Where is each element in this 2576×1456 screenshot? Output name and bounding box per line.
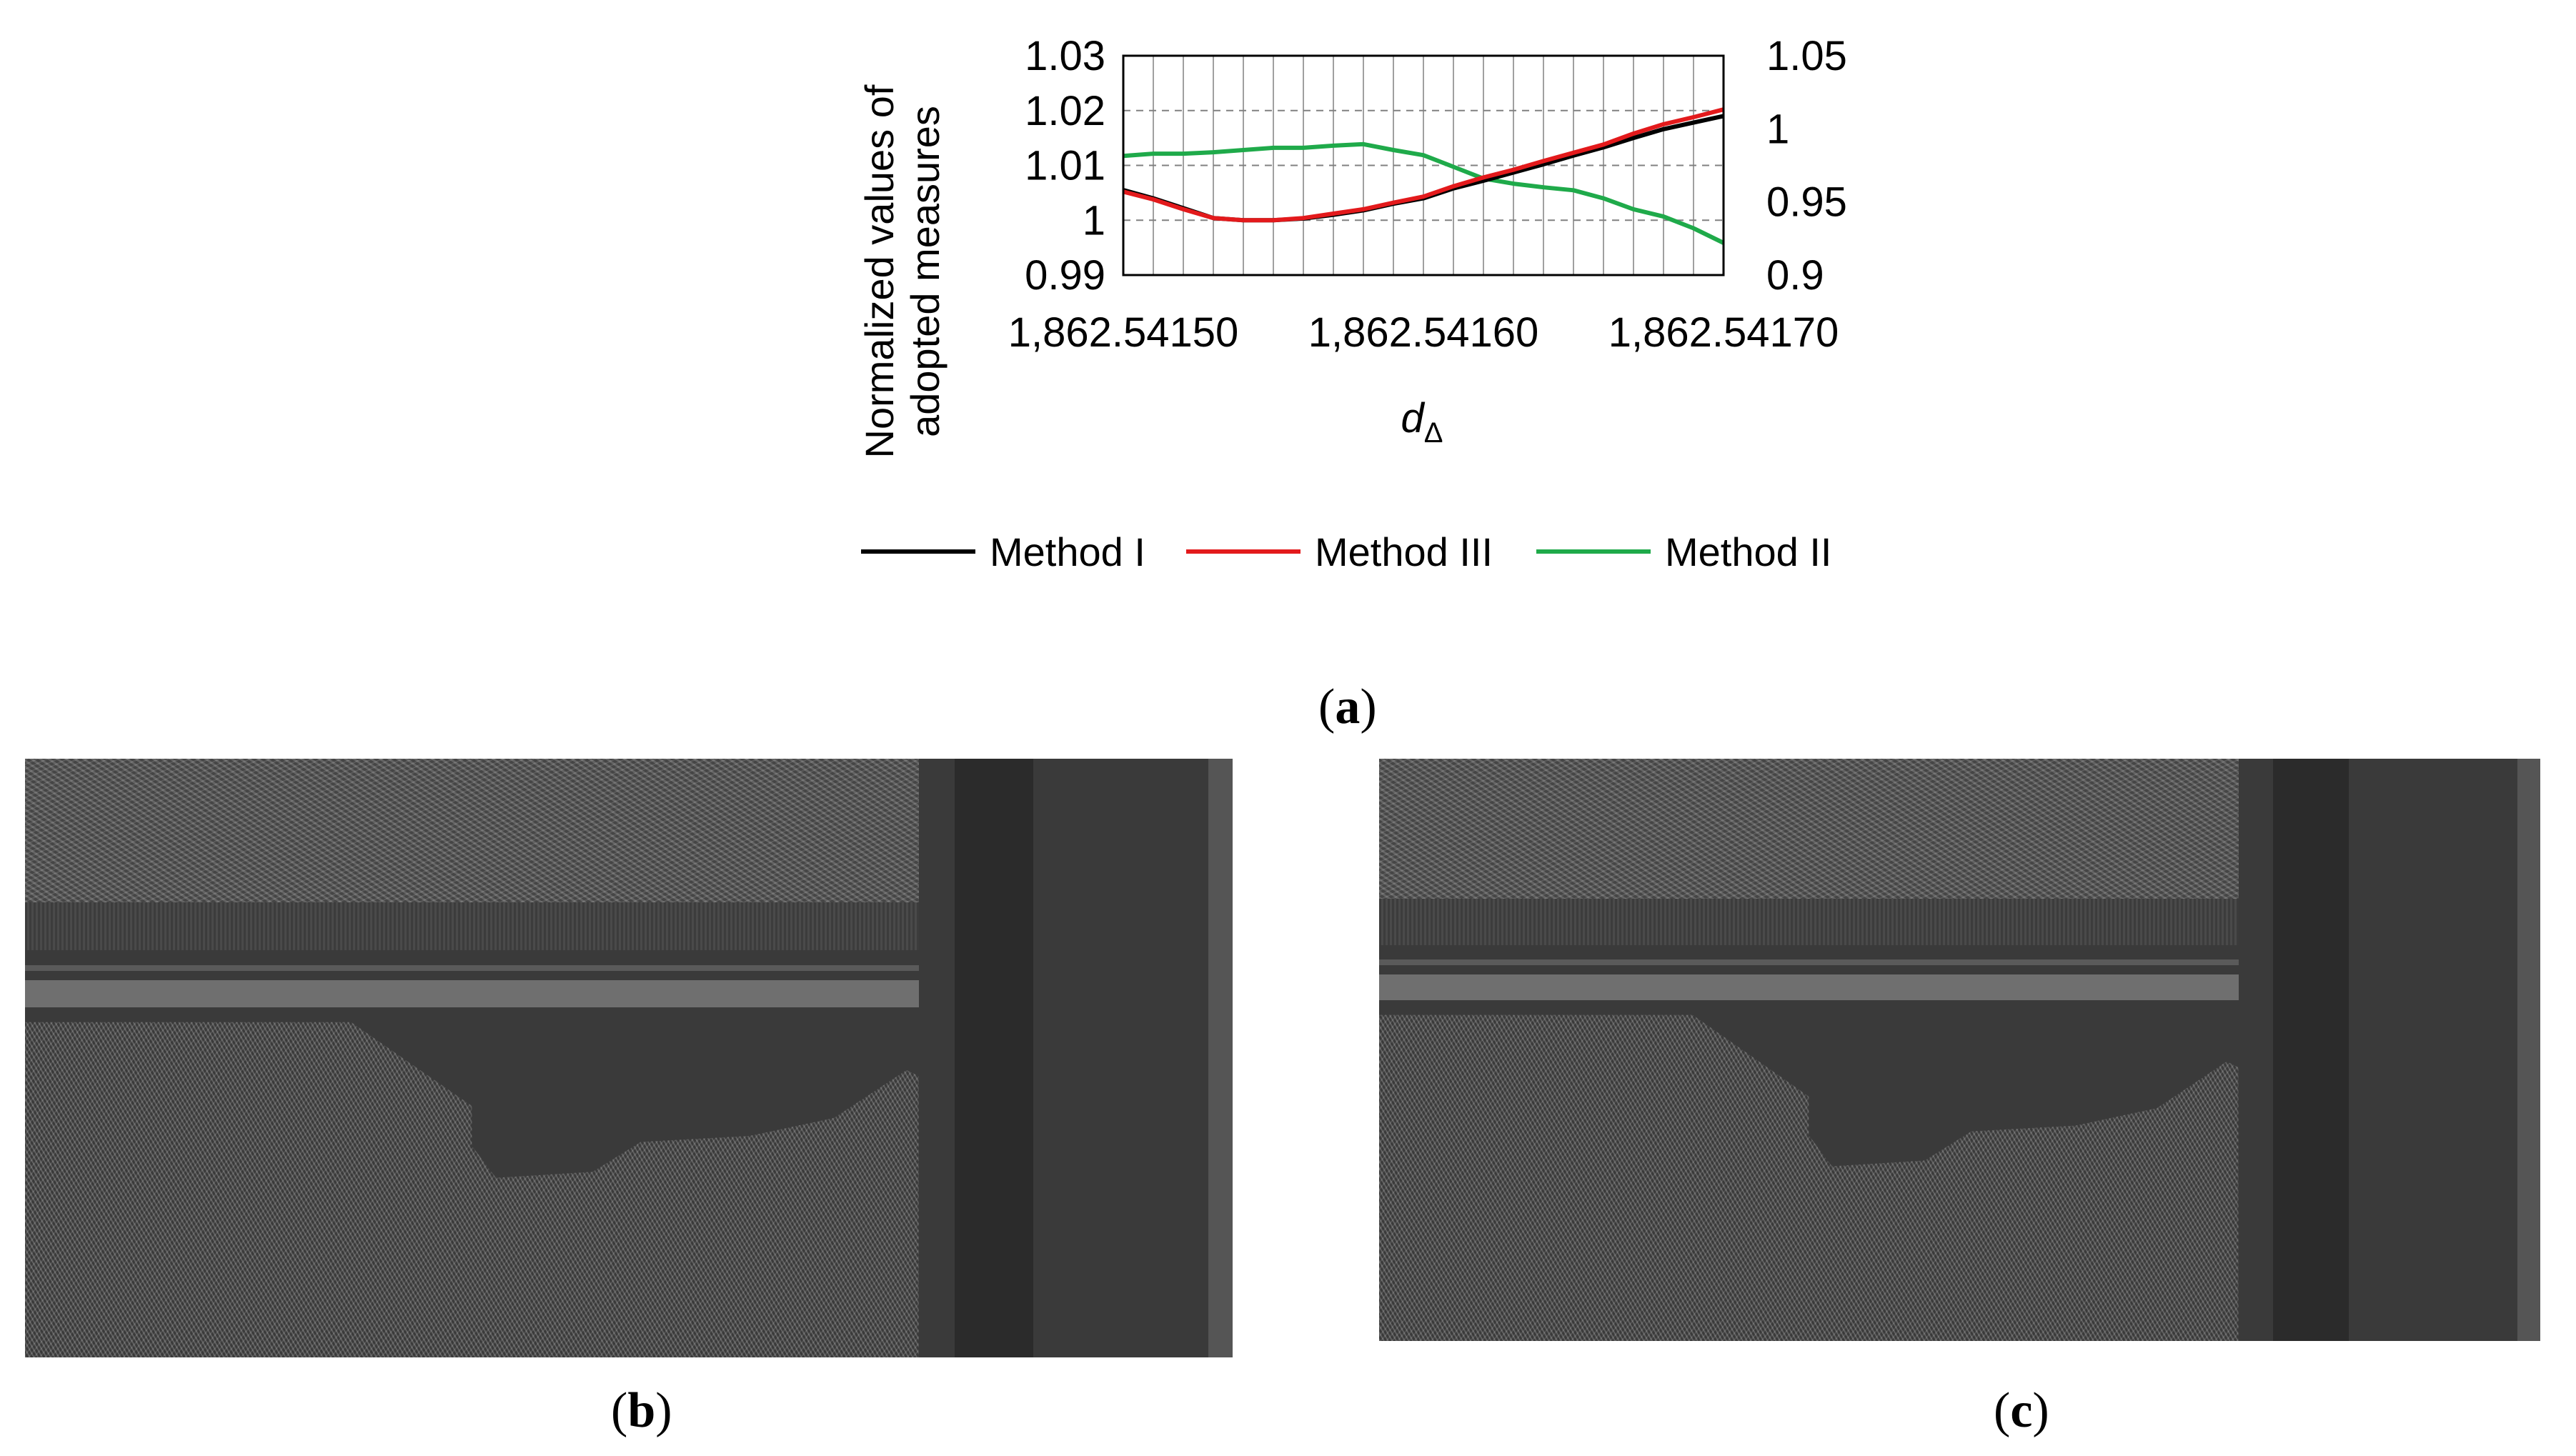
screenshot-b-toolbar: [25, 980, 919, 1007]
right-y-tick-label: 1: [1766, 106, 1789, 152]
panel-letter-c: c: [2010, 1383, 2033, 1438]
chart-a: 0.99 1 1.01 1.02 1.03 0.9 0.95 1 1.05 1,862.541…: [857, 33, 1847, 574]
left-y-tick-label: 1.03: [1025, 33, 1105, 79]
legend-label: Method I: [990, 529, 1145, 574]
series-line-method-iii: [1123, 107, 1724, 223]
screenshot-b-edge: [1208, 759, 1233, 1357]
left-y-tick-label: 0.99: [1025, 252, 1105, 299]
panel-label-b: (b): [611, 1383, 672, 1438]
legend-item-method-i: Method I: [861, 529, 1145, 574]
screenshot-c-menubar: [1379, 959, 2239, 966]
panel-letter-b: b: [627, 1383, 656, 1438]
right-y-tick-label: 1.05: [1766, 33, 1847, 79]
left-y-tick-label: 1.01: [1025, 143, 1105, 189]
x-axis-title-subscript: Δ: [1424, 417, 1443, 449]
left-y-axis: 0.99 1 1.01 1.02 1.03: [1025, 33, 1105, 299]
panel-label-a: (a): [1318, 679, 1377, 734]
screenshot-c-ground-left: [1379, 1014, 1809, 1341]
screenshot-c-toolbar: [1379, 974, 2239, 1001]
right-y-tick-label: 0.95: [1766, 179, 1847, 226]
screenshot-c: [1379, 759, 2540, 1341]
grid: [1123, 55, 1724, 276]
screenshot-b: [25, 759, 1233, 1357]
right-y-tick-label: 0.9: [1766, 252, 1824, 299]
plot-frame: [1122, 54, 1725, 276]
legend-item-method-iii: Method III: [1186, 529, 1493, 574]
legend: Method I Method III Method II: [861, 529, 1831, 574]
y-axis-title: Normalized values of adopted measures: [857, 84, 948, 458]
screenshot-c-panel-dark: [2273, 759, 2349, 1341]
x-axis-title-main: d: [1401, 395, 1426, 442]
left-y-tick-label: 1.02: [1025, 88, 1105, 134]
panel-label-c: (c): [1994, 1383, 2049, 1438]
x-tick-label: 1,862.54160: [1308, 309, 1539, 356]
screenshot-b-panel-dark: [955, 759, 1034, 1357]
screenshot-b-ground-left: [25, 1022, 472, 1357]
left-y-tick-label: 1: [1083, 197, 1105, 244]
right-y-axis: 0.9 0.95 1 1.05: [1766, 33, 1847, 299]
legend-label: Method II: [1665, 529, 1831, 574]
x-axis-title: dΔ: [1401, 395, 1443, 449]
series-lines: [1123, 107, 1725, 245]
legend-item-method-ii: Method II: [1536, 529, 1831, 574]
legend-label: Method III: [1315, 529, 1493, 574]
series-line-method-ii: [1123, 141, 1725, 245]
y-axis-title-line2: adopted measures: [902, 106, 948, 437]
x-tick-label: 1,862.54170: [1608, 309, 1839, 356]
screenshot-b-menubar: [25, 965, 919, 972]
panel-letter-a: a: [1335, 679, 1361, 734]
screenshot-c-edge: [2517, 759, 2540, 1341]
y-axis-title-line1: Normalized values of: [857, 84, 902, 458]
x-axis: 1,862.54150 1,862.54160 1,862.54170: [1008, 309, 1839, 356]
x-tick-label: 1,862.54150: [1008, 309, 1239, 356]
